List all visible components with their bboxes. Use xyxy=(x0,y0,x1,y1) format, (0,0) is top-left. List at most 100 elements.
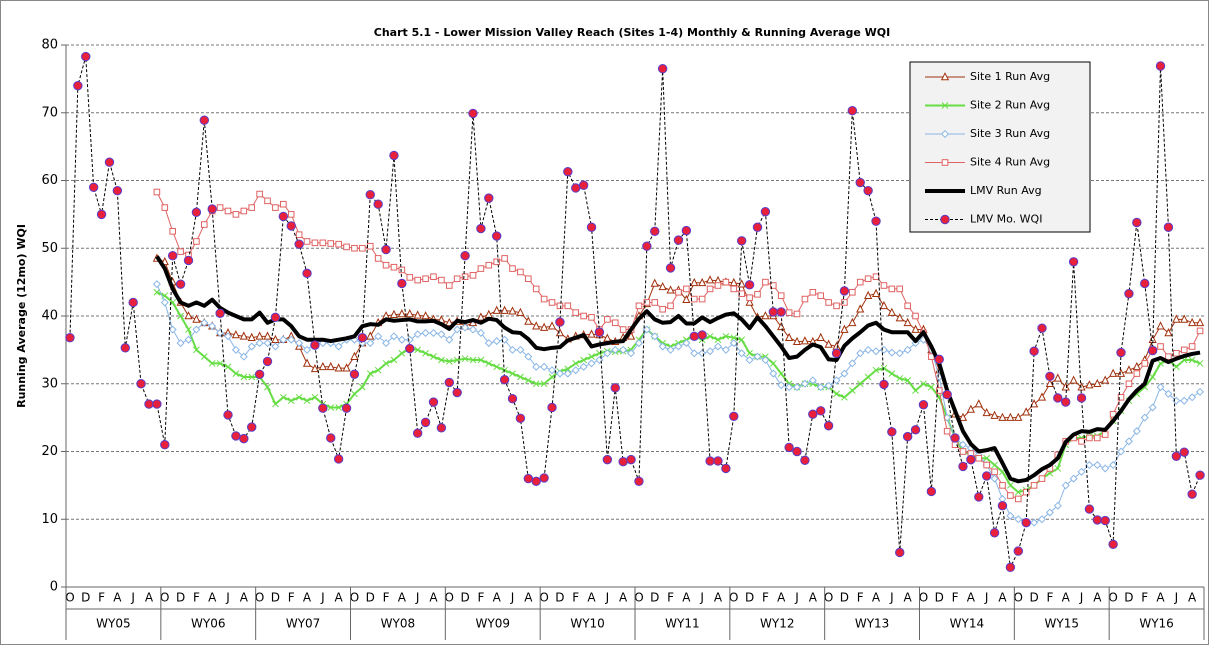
point xyxy=(745,297,754,306)
point xyxy=(904,377,911,384)
point xyxy=(1007,492,1014,499)
point xyxy=(1125,380,1133,388)
point xyxy=(895,313,904,322)
point xyxy=(429,328,438,337)
point xyxy=(373,199,383,209)
x-group-label: WY11 xyxy=(665,617,699,631)
point xyxy=(256,190,263,198)
point xyxy=(397,335,406,344)
y-tick-label: 70 xyxy=(41,105,58,120)
point xyxy=(746,349,753,357)
point xyxy=(477,356,485,364)
point xyxy=(879,379,889,390)
point xyxy=(492,231,502,241)
point xyxy=(864,290,873,299)
point xyxy=(152,280,161,289)
point xyxy=(856,349,865,358)
point xyxy=(501,255,508,262)
point xyxy=(436,423,447,433)
point xyxy=(398,266,406,274)
point xyxy=(1157,343,1164,350)
point xyxy=(531,476,541,487)
point xyxy=(888,370,896,377)
point xyxy=(1045,378,1055,388)
point xyxy=(935,387,943,394)
point xyxy=(128,297,138,308)
point xyxy=(563,369,572,378)
point xyxy=(515,413,526,424)
point xyxy=(548,366,557,375)
point xyxy=(422,275,429,283)
point xyxy=(911,324,920,333)
point xyxy=(517,373,524,381)
point xyxy=(310,340,320,350)
point xyxy=(343,243,350,251)
point xyxy=(682,294,691,304)
point xyxy=(430,273,437,281)
point xyxy=(776,307,786,317)
point xyxy=(199,115,209,125)
point xyxy=(847,106,858,116)
point xyxy=(587,359,596,368)
point xyxy=(816,406,826,416)
point xyxy=(294,239,304,249)
x-tick-label: J xyxy=(984,591,989,605)
point xyxy=(1109,461,1118,470)
point xyxy=(918,400,929,410)
point xyxy=(784,332,794,341)
x-group-label: WY12 xyxy=(760,617,794,631)
point xyxy=(397,309,406,318)
point xyxy=(983,454,991,462)
point xyxy=(982,407,991,417)
x-tick-label: A xyxy=(303,591,312,605)
point xyxy=(262,356,273,367)
point xyxy=(974,399,983,408)
point xyxy=(999,482,1006,489)
point xyxy=(1188,393,1197,402)
point xyxy=(1116,368,1126,377)
point xyxy=(690,277,699,287)
point xyxy=(556,302,564,310)
point xyxy=(808,409,818,419)
x-tick-label: J xyxy=(130,591,135,605)
point xyxy=(247,332,256,341)
point xyxy=(421,328,430,337)
point xyxy=(902,431,913,442)
x-tick-label: D xyxy=(840,591,849,605)
point xyxy=(422,349,429,357)
point xyxy=(848,359,857,368)
point xyxy=(611,345,620,354)
point xyxy=(231,330,241,339)
point xyxy=(958,412,968,421)
x-tick-label: A xyxy=(398,591,407,605)
legend-marker xyxy=(940,214,950,225)
point xyxy=(359,383,366,391)
point xyxy=(673,235,684,245)
point xyxy=(864,345,873,354)
point xyxy=(287,397,295,405)
point xyxy=(310,363,320,373)
x-tick-label: F xyxy=(193,591,200,605)
point xyxy=(96,209,107,220)
point xyxy=(1140,278,1150,289)
point xyxy=(200,353,208,361)
legend-label: Site 1 Run Avg xyxy=(970,70,1050,83)
point xyxy=(381,244,391,255)
point xyxy=(319,239,327,247)
point xyxy=(295,393,303,401)
point xyxy=(848,317,857,327)
point xyxy=(1006,412,1015,421)
point xyxy=(683,285,690,293)
point xyxy=(1045,508,1054,517)
point xyxy=(753,352,762,361)
x-tick-label: A xyxy=(872,591,881,605)
point xyxy=(1037,323,1047,333)
point xyxy=(1076,393,1087,403)
point xyxy=(555,328,565,337)
point xyxy=(966,404,975,413)
point xyxy=(492,337,501,346)
x-tick-label: F xyxy=(477,591,484,605)
y-tick-label: 80 xyxy=(41,38,58,53)
point xyxy=(516,345,525,354)
x-tick-label: D xyxy=(366,591,375,605)
